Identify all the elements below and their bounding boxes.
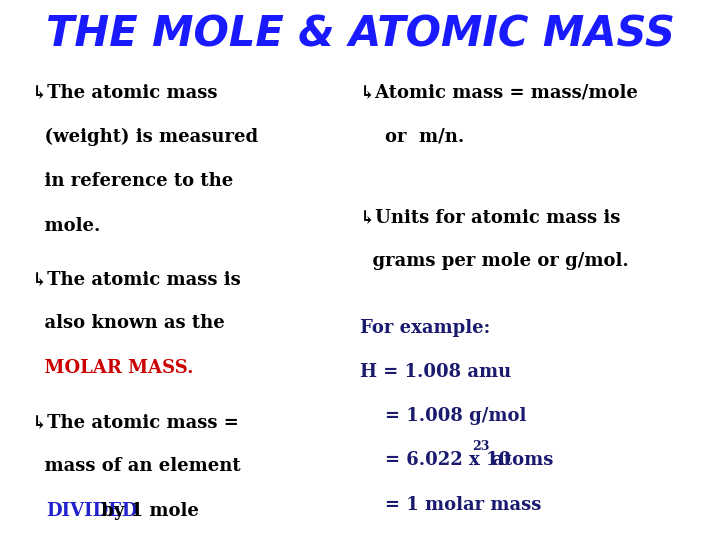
Text: (weight) is measured: (weight) is measured [32, 128, 258, 146]
Text: = 1.008 g/mol: = 1.008 g/mol [360, 407, 526, 425]
Text: = 6.022 x 10: = 6.022 x 10 [360, 451, 511, 469]
Text: DIVIDED: DIVIDED [46, 502, 138, 519]
Text: or  m/n.: or m/n. [360, 128, 464, 146]
Text: MOLAR MASS.: MOLAR MASS. [32, 359, 194, 376]
Text: ↳The atomic mass is: ↳The atomic mass is [32, 270, 241, 288]
Text: mole.: mole. [32, 217, 101, 234]
Text: 23: 23 [472, 440, 490, 453]
Text: ↳The atomic mass =: ↳The atomic mass = [32, 413, 239, 431]
Text: = 1 molar mass: = 1 molar mass [360, 496, 541, 514]
Text: by 1 mole: by 1 mole [95, 502, 199, 519]
Text: For example:: For example: [360, 319, 490, 336]
Text: ↳Atomic mass = mass/mole: ↳Atomic mass = mass/mole [360, 84, 638, 102]
Text: ↳Units for atomic mass is: ↳Units for atomic mass is [360, 208, 621, 226]
Text: ↳The atomic mass: ↳The atomic mass [32, 84, 218, 102]
Text: atoms: atoms [486, 451, 554, 469]
Text: in reference to the: in reference to the [32, 172, 234, 190]
Text: also known as the: also known as the [32, 314, 225, 332]
Text: THE MOLE & ATOMIC MASS: THE MOLE & ATOMIC MASS [45, 14, 675, 56]
Text: grams per mole or g/mol.: grams per mole or g/mol. [360, 252, 629, 270]
Text: mass of an element: mass of an element [32, 457, 241, 475]
Text: H = 1.008 amu: H = 1.008 amu [360, 363, 511, 381]
